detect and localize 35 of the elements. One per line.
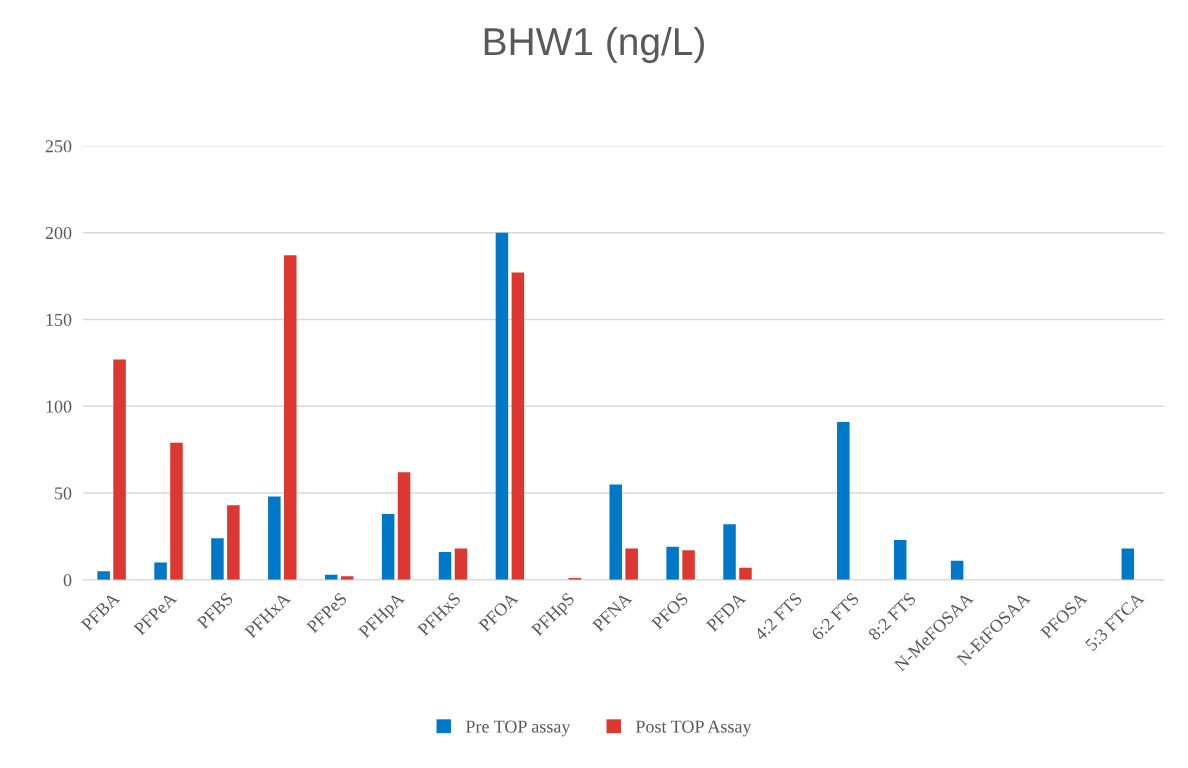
y-tick-label: 250 bbox=[45, 140, 72, 153]
bar bbox=[170, 442, 183, 580]
bar bbox=[893, 539, 907, 580]
bar bbox=[97, 571, 110, 580]
bar bbox=[666, 546, 679, 580]
bar bbox=[511, 272, 525, 580]
y-tick-label: 200 bbox=[45, 226, 72, 240]
bar bbox=[682, 550, 695, 580]
y-tick-label: 50 bbox=[55, 487, 72, 500]
bar bbox=[609, 484, 622, 580]
bar bbox=[113, 359, 126, 580]
bar bbox=[268, 496, 281, 580]
bar bbox=[723, 524, 736, 580]
bar bbox=[950, 560, 964, 580]
y-tick-label: 0 bbox=[63, 574, 72, 587]
chart-title: BHW1 (ng/L) bbox=[484, 26, 704, 64]
legend-label: Post TOP Assay bbox=[635, 720, 752, 737]
y-tick-label: 100 bbox=[46, 400, 72, 413]
bar bbox=[381, 513, 395, 580]
bar bbox=[837, 421, 850, 580]
bar bbox=[227, 505, 240, 580]
x-tick-label: 6:2 FTS bbox=[810, 592, 860, 641]
y-tick-label: 150 bbox=[46, 313, 72, 326]
bar bbox=[495, 232, 509, 580]
bar bbox=[739, 567, 752, 580]
bar bbox=[1121, 548, 1135, 580]
bar bbox=[154, 562, 167, 580]
bar bbox=[211, 538, 224, 580]
bar bbox=[454, 548, 468, 580]
x-tick-label: 4:2 FTS bbox=[753, 592, 803, 642]
bar bbox=[284, 255, 297, 580]
legend-label: Pre TOP assay bbox=[465, 720, 571, 737]
bar bbox=[625, 548, 638, 580]
bar bbox=[438, 552, 452, 580]
bar bbox=[397, 472, 411, 580]
